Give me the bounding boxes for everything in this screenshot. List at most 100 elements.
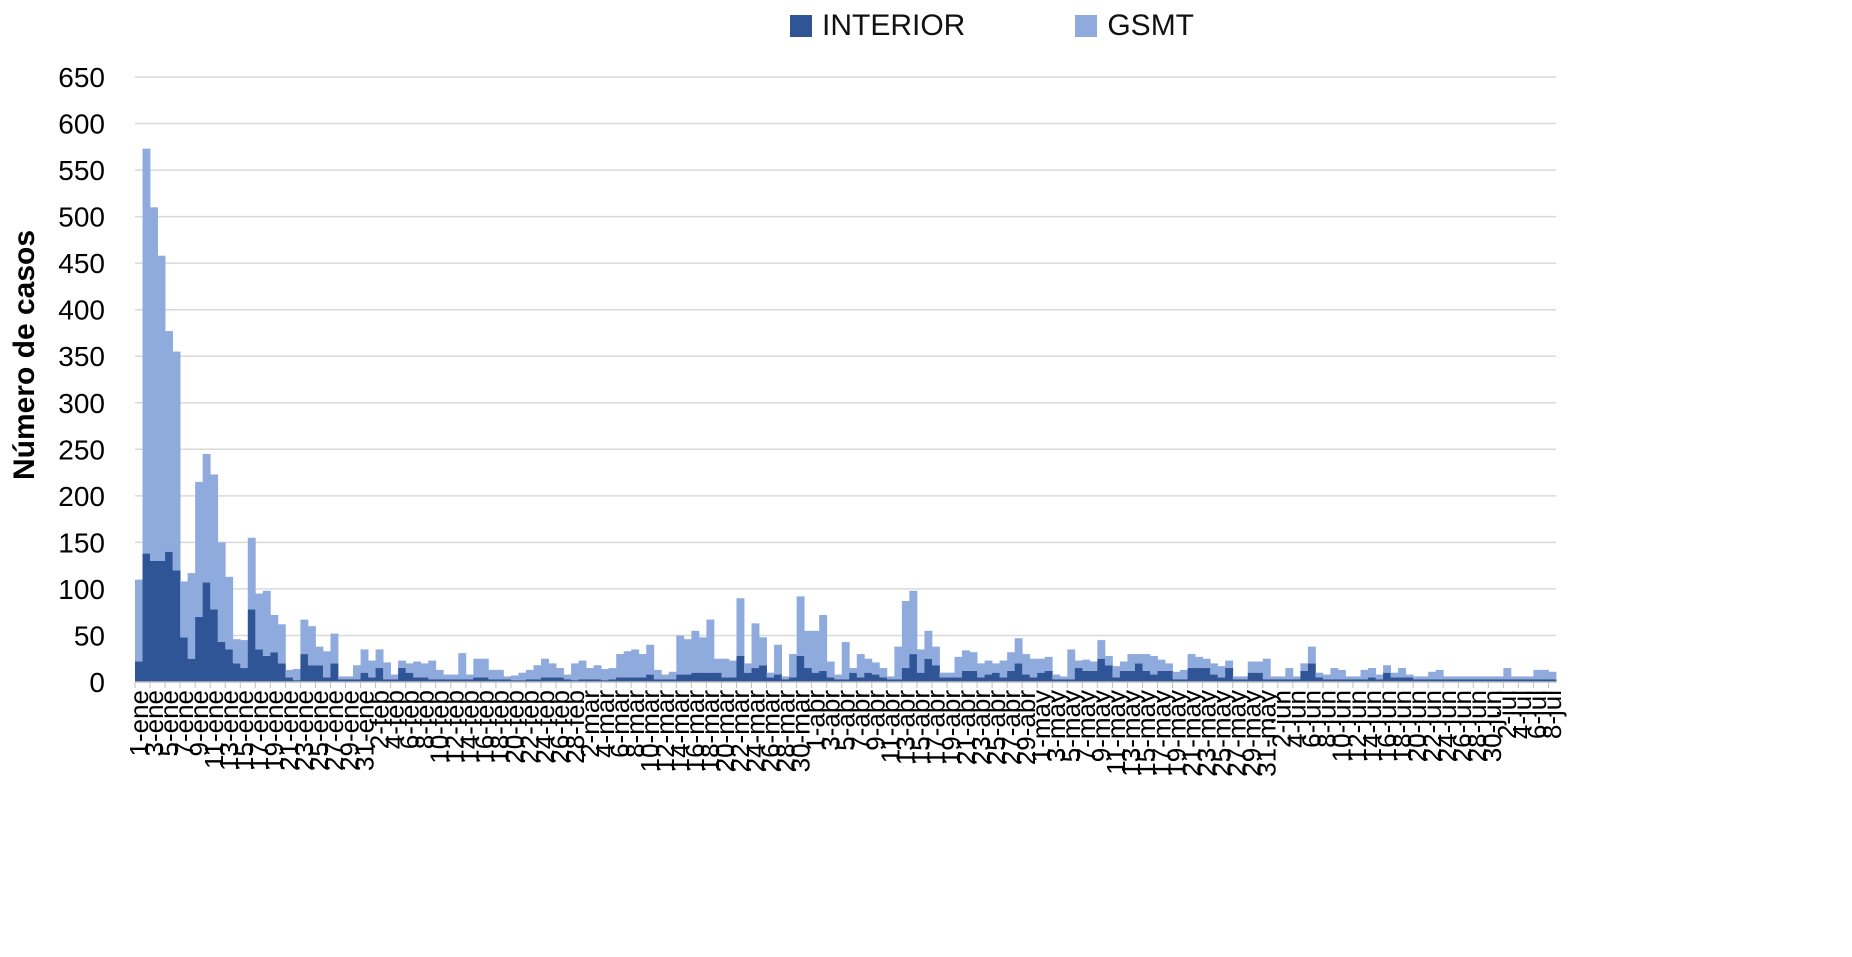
- bar-interior: [1322, 679, 1331, 682]
- x-tick-label: 30-mar: [785, 690, 815, 773]
- x-tick-label: 10-jun: [1327, 690, 1357, 762]
- bar-interior: [285, 677, 294, 682]
- x-tick-label: 5-ene: [154, 690, 184, 757]
- bar-interior: [977, 677, 985, 682]
- bar-interior: [1285, 679, 1294, 682]
- x-tick-label: 3-abr: [815, 690, 845, 751]
- bar-gsmt: [1067, 649, 1076, 680]
- bar-gsmt: [1533, 669, 1542, 680]
- bar-gsmt: [353, 665, 361, 680]
- bar-gsmt: [1443, 676, 1452, 680]
- x-tick-label: 13-abr: [891, 690, 921, 765]
- bar-interior: [683, 674, 692, 682]
- x-tick-label: 16-jun: [1372, 690, 1402, 762]
- x-tick-label: 11-may: [1101, 690, 1131, 775]
- bar-interior: [1315, 677, 1324, 682]
- legend: INTERIOR GSMT: [790, 8, 1304, 44]
- x-tick-label: 26-mar: [755, 690, 785, 773]
- bar-interior: [924, 658, 933, 682]
- bar-gsmt: [1375, 674, 1384, 680]
- bar-gsmt: [751, 623, 760, 669]
- bar-gsmt: [796, 596, 805, 656]
- bar-interior: [1210, 674, 1219, 682]
- bar-interior: [556, 677, 564, 682]
- bar-interior: [706, 672, 715, 682]
- bar-gsmt: [247, 537, 256, 610]
- x-tick-label: 2-jun: [1267, 690, 1297, 748]
- bar-interior: [1225, 668, 1234, 682]
- x-tick-label: 1-ene: [124, 690, 154, 757]
- x-tick-label: 15-may: [1131, 690, 1161, 777]
- bar-interior: [1082, 670, 1091, 682]
- bar-interior: [1337, 679, 1346, 682]
- bar-interior: [1413, 679, 1422, 682]
- bar-interior: [676, 674, 685, 682]
- x-tick-label: 24-feb: [530, 690, 560, 764]
- bar-interior: [465, 679, 474, 682]
- bar-interior: [322, 677, 331, 682]
- bar-interior: [420, 677, 429, 682]
- bar-gsmt: [668, 671, 677, 680]
- x-tick-label: 23-may: [1191, 690, 1221, 777]
- bar-gsmt: [1390, 672, 1399, 678]
- bar-gsmt: [1450, 676, 1459, 680]
- bar-gsmt: [375, 649, 384, 669]
- bar-interior: [375, 668, 384, 682]
- bar-gsmt: [398, 660, 407, 669]
- bar-interior: [578, 679, 587, 682]
- x-tick-label: 26-jun: [1447, 690, 1477, 762]
- bar-gsmt: [1353, 676, 1361, 680]
- bar-interior: [1420, 679, 1429, 682]
- bar-gsmt: [954, 656, 963, 678]
- bar-gsmt: [172, 351, 181, 571]
- bar-interior: [804, 668, 813, 682]
- bar-interior: [1307, 663, 1316, 682]
- bar-gsmt: [1413, 676, 1422, 680]
- x-tick-label: 22-jun: [1417, 690, 1447, 762]
- bar-gsmt: [977, 663, 985, 678]
- bar-interior: [1134, 663, 1143, 682]
- bar-interior: [338, 679, 346, 682]
- bar-interior: [1488, 679, 1497, 682]
- bar-gsmt: [556, 668, 564, 678]
- bar-gsmt: [894, 646, 903, 680]
- bar-gsmt: [804, 630, 813, 669]
- x-tick-label: 9-abr: [861, 690, 891, 751]
- bar-interior: [225, 649, 234, 682]
- bar-interior: [503, 679, 512, 682]
- x-tick-label: 14-mar: [665, 690, 695, 773]
- bar-gsmt: [1435, 669, 1444, 680]
- bar-gsmt: [1383, 665, 1391, 673]
- bar-interior: [1443, 679, 1452, 682]
- bar-gsmt: [691, 630, 700, 673]
- bar-interior: [871, 674, 880, 682]
- x-tick-label: 27-may: [1221, 690, 1251, 777]
- x-tick-label: 2-jul: [1492, 690, 1522, 739]
- bar-gsmt: [578, 660, 587, 680]
- x-tick-label: 6-mar: [605, 690, 635, 758]
- bar-interior: [240, 668, 249, 682]
- bar-interior: [1044, 670, 1053, 682]
- bar-gsmt: [698, 637, 707, 673]
- bar-interior: [623, 677, 632, 682]
- bar-gsmt: [165, 331, 173, 552]
- x-tick-label: 22-feb: [515, 690, 545, 764]
- y-tick-label: 350: [58, 341, 105, 372]
- bar-interior: [187, 658, 196, 682]
- y-tick-label: 600: [58, 109, 105, 140]
- bar-interior: [834, 679, 843, 682]
- bar-interior: [1503, 679, 1512, 682]
- bar-interior: [1450, 679, 1459, 682]
- bar-gsmt: [390, 674, 399, 680]
- bar-interior: [1398, 677, 1407, 682]
- bar-interior: [277, 663, 286, 682]
- bar-interior: [473, 677, 482, 682]
- bar-gsmt: [345, 676, 354, 680]
- x-tick-label: 28-jun: [1462, 690, 1492, 762]
- x-tick-label: 25-may: [1206, 690, 1236, 777]
- bar-interior: [616, 677, 625, 682]
- bar-gsmt: [1285, 668, 1294, 680]
- bar-gsmt: [1014, 638, 1023, 664]
- bar-gsmt: [1104, 655, 1113, 666]
- bar-gsmt: [1307, 646, 1316, 664]
